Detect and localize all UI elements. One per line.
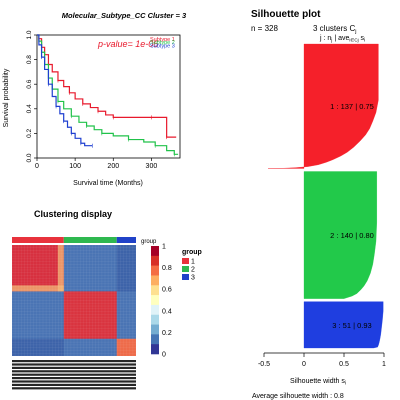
survival-xlabel: Survival time (Months) [73, 180, 143, 187]
survival-plot-frame [36, 34, 181, 159]
colorbar-tick-label: 0.4 [162, 308, 172, 315]
colorbar-tick-label: 0.8 [162, 265, 172, 272]
colorbar-tick-label: 0 [162, 352, 166, 359]
clustering-title: Clustering display [34, 209, 112, 219]
survival-curve-2 [37, 34, 179, 155]
colorbar-tick-label: 1 [162, 244, 166, 251]
group-bar-segment-2 [63, 237, 117, 243]
survival-legend-entry: Subtype 2 [150, 40, 175, 46]
clustering-panel: Clustering display group 10.80.60.40.20 … [11, 209, 202, 390]
silhouette-header-2: j : nj | avei∈Cj si [319, 35, 365, 44]
colorbar-swatch [151, 265, 159, 276]
survival-series-group [37, 34, 179, 157]
sample-label-strip [12, 380, 136, 383]
sample-label-strip [12, 383, 136, 386]
sample-label-strip [12, 363, 136, 366]
survival-x-tick-label: 0 [35, 163, 39, 170]
colorbar-swatch [151, 255, 159, 266]
silhouette-cluster-3 [303, 301, 384, 349]
colorbar-swatch [151, 295, 159, 306]
silhouette-x-tick-label: 1 [382, 361, 386, 368]
silhouette-n-label: n = 328 [251, 24, 278, 33]
silhouette-cluster-label: 2 : 140 | 0.80 [330, 231, 374, 240]
survival-curve-1 [37, 34, 177, 138]
colorbar-swatch [151, 275, 159, 286]
silhouette-x-tick-label: 0.5 [339, 361, 349, 368]
survival-y-tick-label: 0.6 [26, 79, 33, 88]
silhouette-cluster-2 [303, 171, 377, 299]
survival-pvalue-label: p-value= 1e-06 [97, 39, 158, 49]
heatmap-offdiag-band [12, 338, 64, 356]
group-legend-label: 2 [191, 267, 195, 274]
survival-y-tick-label: 0.2 [26, 129, 33, 138]
survival-legend-entry: Subtype 3 [150, 43, 175, 49]
heatmap-cluster-block-2 [63, 291, 117, 339]
consensus-heatmap [11, 244, 137, 357]
group-legend-swatch [182, 258, 189, 264]
heatmap-cluster-block-3 [116, 338, 136, 356]
colorbar-swatch [151, 246, 159, 257]
silhouette-axis: -0.5 0 0.5 1 [258, 352, 386, 368]
sample-label-strip [12, 377, 136, 380]
silhouette-cluster-label: 1 : 137 | 0.75 [330, 102, 374, 111]
survival-panel: Molecular_Subtype_CC Cluster = 3 0 100 200… [3, 11, 187, 187]
colorbar-swatch [151, 304, 159, 316]
silhouette-title: Silhouette plot [251, 9, 321, 20]
colorbar-swatch [151, 324, 159, 335]
group-legend-swatch [182, 274, 189, 280]
sample-label-strip [12, 387, 136, 390]
survival-x-tick-label: 100 [69, 163, 81, 170]
survival-ylabel: Survival probability [3, 68, 10, 127]
survival-y-tick-label: 0.0 [26, 153, 33, 162]
survival-axes: 0 100 200 300 0.0 0.2 0.4 0.6 0.8 1.0 [26, 30, 181, 170]
colorbar-swatch [151, 344, 159, 355]
silhouette-panel: Silhouette plot n = 328 3 clusters Cj j … [251, 9, 386, 400]
silhouette-cluster-1 [267, 43, 379, 169]
colorbar-tick-label: 0.6 [162, 287, 172, 294]
colorbar-tick-label: 0.2 [162, 330, 172, 337]
colorbar-swatch [151, 334, 159, 345]
group-bar-segment-3 [116, 237, 136, 243]
silhouette-xlabel: Silhouette width si [290, 378, 346, 387]
survival-y-tick-label: 1.0 [26, 30, 33, 39]
silhouette-x-tick-label: -0.5 [258, 361, 270, 368]
colorbar-swatch [151, 314, 159, 325]
survival-curve-3 [37, 34, 93, 147]
heatmap-cluster-block-1 [12, 245, 64, 292]
silhouette-average-label: Average silhouette width : 0.8 [252, 393, 344, 400]
heatmap-colorbar: 1 0.8 0.6 0.4 0.2 0 [151, 244, 172, 359]
group-legend-swatch [182, 266, 189, 272]
heatmap-transition-band [12, 285, 64, 292]
silhouette-header-1: 3 clusters Cj [313, 24, 356, 35]
clustering-group-bar [12, 237, 136, 243]
group-bar-segment-1 [12, 237, 64, 243]
survival-y-tick-label: 0.8 [26, 55, 33, 64]
group-legend-label: 3 [191, 275, 195, 282]
sample-label-strip [12, 360, 136, 363]
group-legend-title: group [182, 249, 202, 256]
survival-title: Molecular_Subtype_CC Cluster = 3 [62, 11, 187, 20]
sample-label-strip [12, 373, 136, 376]
heatmap-transition-band [57, 245, 64, 292]
heatmap-offdiag-band [116, 245, 136, 292]
survival-x-tick-label: 300 [146, 163, 158, 170]
sample-labels [12, 360, 136, 390]
silhouette-bars: 1 : 137 | 0.75 2 : 140 | 0.80 3 : 51 | 0.9… [267, 43, 384, 349]
colorbar-swatch [151, 285, 159, 296]
group-bar-label: group [141, 239, 157, 245]
survival-y-tick-label: 0.4 [26, 104, 33, 113]
sample-label-strip [12, 366, 136, 369]
group-legend-label: 1 [191, 259, 195, 266]
survival-legend-entry: Subtype 1 [150, 37, 175, 43]
silhouette-x-tick-label: 0 [302, 361, 306, 368]
silhouette-cluster-label: 3 : 51 | 0.93 [332, 321, 371, 330]
group-legend: 123 [182, 258, 195, 282]
survival-x-tick-label: 200 [107, 163, 119, 170]
sample-label-strip [12, 370, 136, 373]
